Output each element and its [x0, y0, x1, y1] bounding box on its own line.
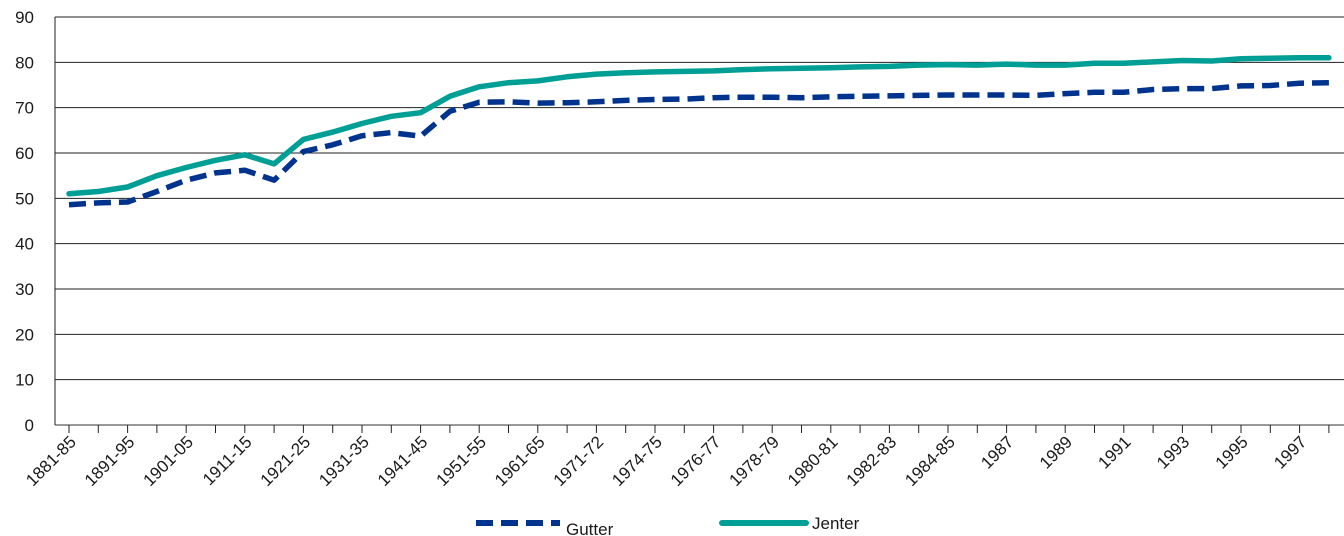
x-tick-label: 1951-55 [432, 432, 490, 490]
x-tick-label: 1931-35 [315, 432, 373, 490]
x-tick-label: 1941-45 [374, 432, 432, 490]
y-tick-label: 70 [15, 99, 34, 118]
series-lines [66, 55, 1332, 208]
y-tick-label: 60 [15, 144, 34, 163]
x-tick-label: 1982-83 [843, 432, 901, 490]
series-line-gutter [68, 79, 1329, 208]
x-tick-label: 1984-85 [901, 432, 959, 490]
x-tick-label: 1921-25 [257, 432, 315, 490]
x-axis: 1881-85 1891-95 1901-05 1911-15 1921-25 1931-… [22, 425, 1330, 490]
gridlines [55, 16, 1344, 426]
x-tick-label: 1971-72 [550, 432, 608, 490]
legend: Gutter Jenter [476, 514, 860, 536]
y-tick-label: 30 [15, 280, 34, 299]
x-tick-label: 1995 [1212, 432, 1252, 472]
y-tick-label: 20 [15, 325, 34, 344]
y-axis: 0 10 20 30 40 50 60 70 80 90 [15, 8, 56, 435]
x-tick-label: 1980-81 [784, 432, 842, 490]
x-tick-label: 1891-95 [81, 432, 139, 490]
y-tick-label: 90 [15, 8, 34, 27]
x-tick-label: 1881-85 [22, 432, 80, 490]
x-tick-label: 1901-05 [139, 432, 197, 490]
y-tick-label: 10 [15, 371, 34, 390]
x-tick-label: 1989 [1036, 432, 1076, 472]
x-tick-label: 1961-65 [491, 432, 549, 490]
x-tick-label: 1991 [1094, 432, 1134, 472]
legend-label-jenter: Jenter [812, 514, 860, 533]
series-line-jenter [66, 55, 1332, 197]
x-tick-label: 1997 [1270, 432, 1310, 472]
y-tick-label: 50 [15, 189, 34, 208]
x-tick-label: 1987 [977, 432, 1017, 472]
x-tick-label: 1911-15 [199, 432, 256, 489]
x-tick-label: 1993 [1153, 432, 1193, 472]
x-tick-label: 1976-77 [667, 432, 725, 490]
y-tick-label: 80 [15, 53, 34, 72]
y-tick-label: 40 [15, 235, 34, 254]
x-tick-label: 1974-75 [608, 432, 666, 490]
legend-label-gutter: Gutter [566, 520, 614, 536]
y-tick-label: 0 [25, 416, 34, 435]
x-tick-label: 1978-79 [725, 432, 783, 490]
